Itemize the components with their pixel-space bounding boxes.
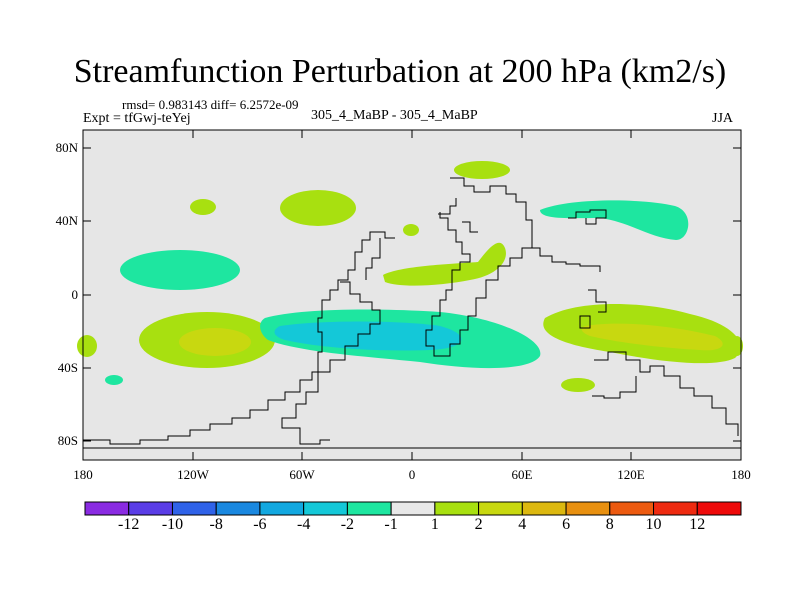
field-blob-indian-ocean-core (581, 323, 723, 351)
page-title: Streamfunction Perturbation at 200 hPa (… (73, 53, 727, 90)
lon-label-120e: 120E (617, 467, 645, 482)
colorbar-swatch (171, 501, 217, 516)
field-blob-south-pacific-core (179, 328, 251, 356)
field-blob-north-pacific-small (190, 199, 216, 215)
experiment-label: Expt = tfGwj-teYej (83, 111, 191, 126)
lon-label-0: 0 (408, 467, 416, 482)
field-blob-north-pacific (120, 250, 240, 290)
colorbar-swatch (84, 501, 130, 516)
colorbar-label: -1 (384, 516, 398, 533)
colorbar-swatch (434, 501, 480, 516)
colorbar-swatch (259, 501, 305, 516)
season-label: JJA (712, 111, 734, 126)
map-background (83, 130, 741, 460)
colorbar-label: -12 (118, 516, 140, 533)
lat-label-40s: 40S (57, 360, 78, 375)
colorbar-label: 6 (562, 516, 571, 533)
colorbar-label: -8 (209, 516, 223, 533)
colorbar-swatch (696, 501, 742, 516)
lon-label-60w: 60W (289, 467, 315, 482)
colorbar (84, 501, 742, 516)
colorbar-label: 4 (518, 516, 527, 533)
axis-ticks (83, 130, 741, 460)
colorbar-swatch (609, 501, 655, 516)
field-blob-arctic (454, 161, 510, 179)
lon-label-120w: 120W (177, 467, 209, 482)
colorbar-label: 8 (605, 516, 614, 533)
colorbar-swatch (215, 501, 261, 516)
coastlines (83, 177, 741, 449)
field-blob-north-america (280, 190, 356, 226)
colorbar-swatch (478, 501, 523, 516)
field-blob-dateline (77, 335, 97, 357)
lon-label-60e: 60E (511, 467, 533, 482)
subtitle-label: 305_4_MaBP - 305_4_MaBP (311, 108, 478, 123)
colorbar-swatch (653, 501, 698, 516)
lat-label-eq: 0 (71, 287, 79, 302)
colorbar-label: -10 (161, 516, 184, 533)
colorbar-label: -6 (253, 516, 267, 533)
colorbar-label: -4 (297, 516, 311, 533)
lat-label-40n: 40N (55, 213, 78, 228)
stats-label: rmsd= 0.983143 diff= 6.2572e-09 (122, 97, 299, 112)
field-blob-tropical-atlantic-core (274, 321, 462, 351)
lat-label-80s: 80S (57, 433, 78, 448)
field-blob-eurasia (540, 200, 689, 240)
field-shading (77, 161, 743, 392)
colorbar-swatch (521, 501, 567, 516)
field-blob-south-east-pacific (105, 375, 123, 385)
colorbar-label: 12 (689, 516, 706, 533)
field-blob-south-indian (561, 378, 595, 392)
colorbar-swatch (390, 501, 436, 516)
colorbar-swatch (128, 501, 173, 516)
colorbar-label: -2 (340, 516, 355, 533)
colorbar-swatch (303, 501, 348, 516)
colorbar-label: 2 (474, 516, 483, 533)
colorbar-swatch (346, 501, 392, 516)
field-blob-africa (383, 242, 506, 286)
field-blob-europe-small (403, 224, 419, 236)
colorbar-label: 1 (430, 516, 439, 533)
lon-label-180w: 180 (73, 467, 93, 482)
colorbar-swatch (565, 501, 611, 516)
colorbar-label: 10 (645, 516, 662, 533)
lat-label-80n: 80N (55, 140, 78, 155)
lon-label-180e: 180 (731, 467, 751, 482)
